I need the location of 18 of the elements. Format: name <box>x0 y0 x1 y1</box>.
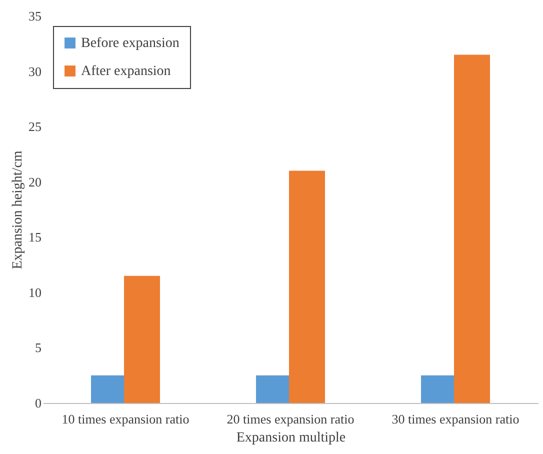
y-tick-label: 15 <box>28 230 42 245</box>
x-tick-label: 30 times expansion ratio <box>392 412 520 426</box>
x-tick-label: 10 times expansion ratio <box>62 412 190 426</box>
y-tick-label: 25 <box>28 119 42 134</box>
y-axis-title: Expansion height/cm <box>10 150 26 270</box>
y-tick-label: 30 <box>28 64 42 79</box>
x-tick-label: 20 times expansion ratio <box>226 412 354 426</box>
y-tick-label: 0 <box>35 396 42 410</box>
y-tick-label: 10 <box>28 284 42 300</box>
bar <box>289 170 325 403</box>
y-tick-label: 20 <box>28 174 42 190</box>
bar <box>454 54 490 403</box>
x-axis-title: Expansion multiple <box>236 430 346 446</box>
y-tick-label: 35 <box>28 8 42 24</box>
legend-label: After expansion <box>81 64 171 79</box>
bar <box>124 276 160 403</box>
legend-label: Before expansion <box>81 36 180 51</box>
y-tick-label: 5 <box>35 340 42 356</box>
